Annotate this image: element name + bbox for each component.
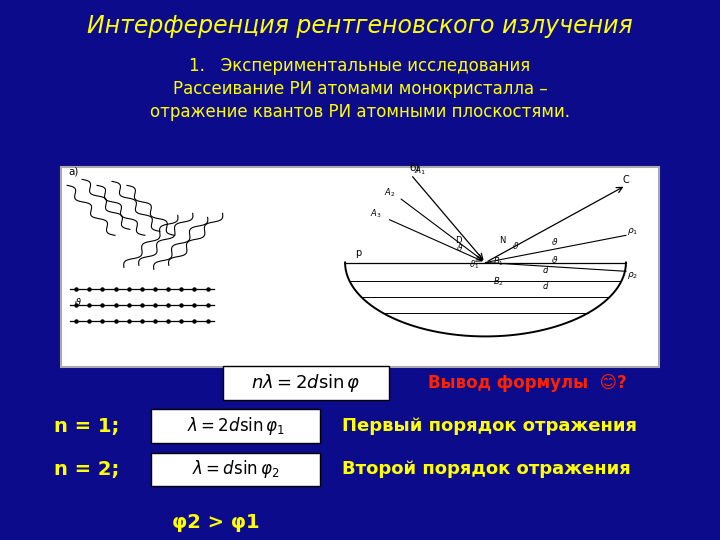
Text: отражение квантов РИ атомными плоскостями.: отражение квантов РИ атомными плоскостям… <box>150 103 570 120</box>
Text: φ2 > φ1: φ2 > φ1 <box>172 513 260 532</box>
Text: $n\lambda = 2d\sin\varphi$: $n\lambda = 2d\sin\varphi$ <box>251 372 361 394</box>
Text: $\lambda = 2d\sin\varphi_1$: $\lambda = 2d\sin\varphi_1$ <box>186 415 285 437</box>
Text: Второй порядок отражения: Второй порядок отражения <box>342 460 631 478</box>
Text: 1.   Экспериментальные исследования: 1. Экспериментальные исследования <box>189 57 531 75</box>
FancyBboxPatch shape <box>151 409 320 443</box>
FancyBboxPatch shape <box>151 453 320 486</box>
FancyBboxPatch shape <box>223 366 389 400</box>
Text: Первый порядок отражения: Первый порядок отражения <box>342 417 637 435</box>
FancyBboxPatch shape <box>61 167 659 367</box>
Text: Рассеивание РИ атомами монокристалла –: Рассеивание РИ атомами монокристалла – <box>173 80 547 98</box>
Text: n = 2;: n = 2; <box>54 460 120 479</box>
Text: Интерференция рентгеновского излучения: Интерференция рентгеновского излучения <box>87 14 633 37</box>
Text: Вывод формулы  😊?: Вывод формулы 😊? <box>428 374 627 392</box>
Text: n = 1;: n = 1; <box>54 416 120 436</box>
Text: $\lambda = d\sin\varphi_2$: $\lambda = d\sin\varphi_2$ <box>192 458 279 480</box>
